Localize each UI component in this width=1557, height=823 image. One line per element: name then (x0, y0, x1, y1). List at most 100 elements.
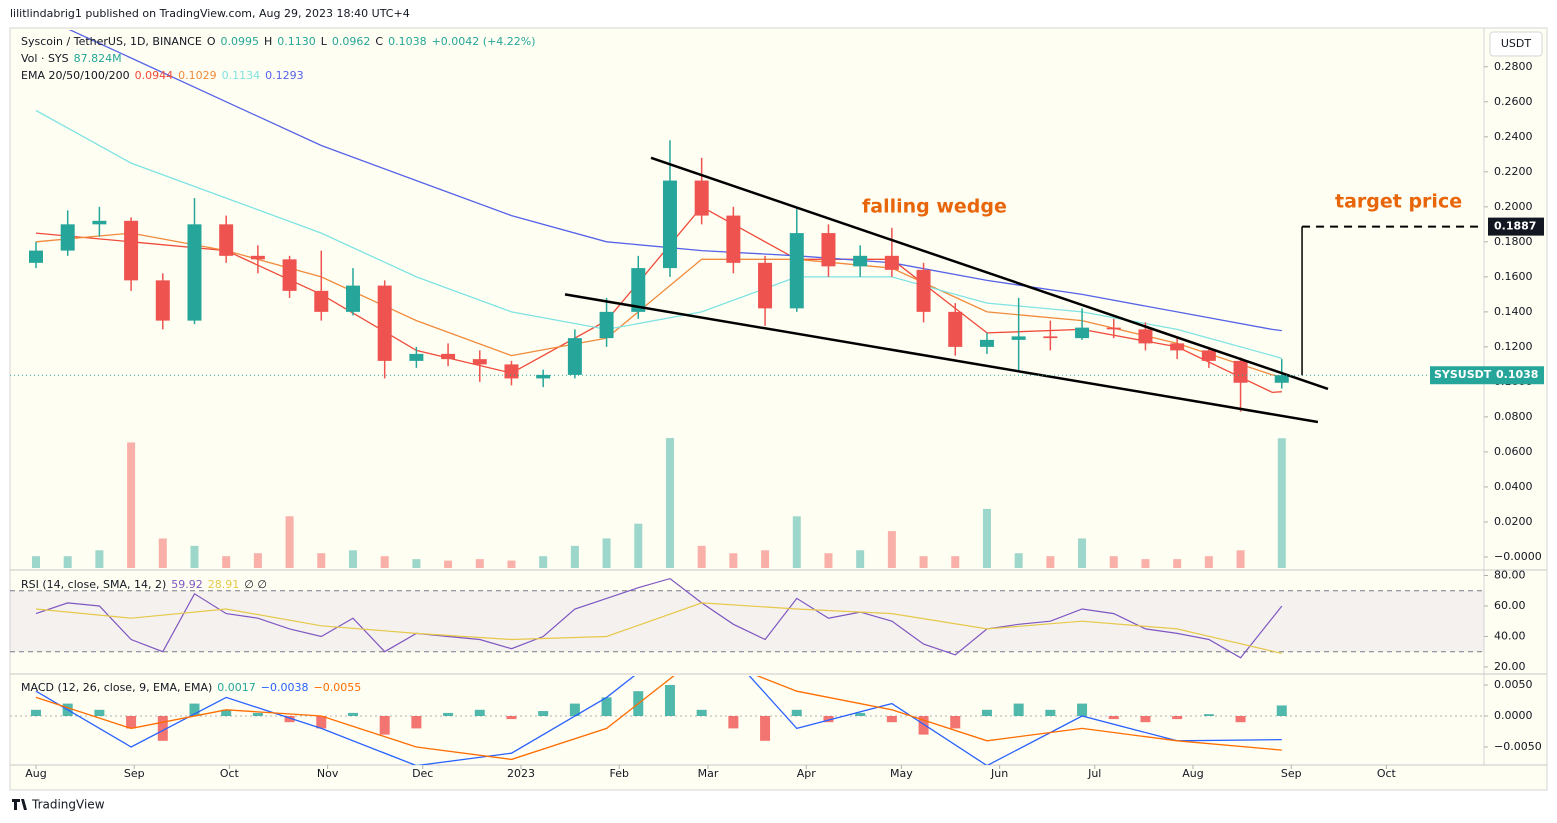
candle-body (853, 255, 868, 267)
candle-body (567, 338, 582, 375)
candle-body (187, 224, 202, 321)
candle-body (377, 285, 392, 361)
macd-histogram-bar (569, 703, 580, 717)
x-tick-label: Aug (1182, 767, 1203, 780)
volume-bar (285, 516, 294, 568)
macd-histogram-bar (601, 697, 612, 717)
macd-histogram-bar (855, 712, 866, 717)
macd-histogram-bar (1077, 703, 1088, 717)
candle-body (1170, 343, 1185, 351)
macd-histogram-bar (284, 716, 295, 723)
volume-bar (63, 556, 72, 568)
candle-body (662, 180, 677, 269)
macd-line (35, 676, 1282, 761)
legend: RSI (14, close, SMA, 14, 2) 59.92 28.91 ∅ ∅ (21, 578, 267, 591)
footer-brand: TradingView (31, 798, 105, 812)
volume-bar (570, 545, 579, 568)
publisher: lilitlindabrig1 published on TradingView… (10, 7, 410, 20)
macd-histogram-bar (981, 709, 992, 717)
y-tick-label: 0.0400 (1494, 480, 1533, 493)
x-tick-label: 2023 (507, 767, 535, 780)
macd-histogram-bar (886, 716, 897, 723)
currency-button[interactable] (1489, 31, 1543, 57)
volume-bar (729, 553, 738, 568)
volume-bar (982, 508, 991, 568)
legend-item: O (207, 35, 216, 48)
legend-item: L (321, 35, 328, 48)
y-tick-label: 0.2000 (1494, 200, 1533, 213)
candle-body (694, 180, 709, 216)
x-tick-label: Jul (1087, 767, 1101, 780)
y-tick-label: 0.2200 (1494, 165, 1533, 178)
candle-body (631, 268, 646, 312)
trendline (650, 156, 1329, 391)
volume-bar (1014, 553, 1023, 568)
volume-bar (856, 550, 865, 568)
macd-line (35, 676, 1282, 765)
volume-bar (761, 550, 770, 568)
x-tick-label: Jun (990, 767, 1008, 780)
macd-histogram-bar (30, 709, 41, 717)
currency[interactable]: USDT (1501, 37, 1532, 50)
volume-bar (824, 553, 833, 568)
candle-body (28, 250, 43, 263)
price-tag-box (1430, 366, 1544, 385)
volume-bar (475, 559, 484, 568)
volume-bar (1173, 559, 1182, 568)
y-tick-label: −0.0050 (1494, 740, 1542, 753)
volume-bar (1141, 559, 1150, 568)
y-tick-label: 0.2400 (1494, 130, 1533, 143)
volume-bar (380, 556, 389, 568)
legend-item: 87.824M (74, 52, 122, 65)
x-tick-label: Apr (797, 767, 817, 780)
legend-item: Syscoin / TetherUS, 1D, BINANCE (21, 35, 202, 48)
legend: MACD (12, 26, close, 9, EMA, EMA) 0.0017−… (21, 681, 361, 694)
y-tick-label: 0.0800 (1494, 410, 1533, 423)
volume-bar (222, 556, 231, 568)
volume-bar (31, 556, 40, 568)
volume-bar (634, 523, 643, 568)
y-tick-label: 60.00 (1494, 599, 1526, 612)
volume-bar (1046, 556, 1055, 568)
x-tick-label: Dec (412, 767, 433, 780)
rsi-line (35, 602, 1282, 654)
legend-item: 0.0944 (135, 69, 174, 82)
candle-body (726, 215, 741, 263)
candle-body (884, 255, 899, 270)
y-tick-label: 0.1600 (1494, 270, 1533, 283)
volume-bar (1277, 438, 1286, 568)
x-tick-label: Sep (1281, 767, 1302, 780)
volume-bar (95, 550, 104, 568)
y-tick-label: 0.0000 (1494, 709, 1533, 722)
macd-histogram-bar (474, 709, 485, 717)
candle-body (1201, 350, 1216, 361)
volume-bar (1078, 538, 1087, 568)
candle-body (599, 311, 614, 339)
overlay: −0.00000.02000.04000.06000.08000.10000.1… (21, 35, 1544, 780)
candle-body (92, 220, 107, 225)
chart-frame (9, 27, 1548, 791)
candle-body (409, 353, 424, 361)
volume-bar (507, 560, 516, 568)
candle-body (1043, 336, 1058, 339)
y-tick-label: 0.0600 (1494, 445, 1533, 458)
candle-body (441, 353, 456, 360)
macd-histogram-bar (1172, 716, 1183, 720)
candle-body (314, 290, 329, 312)
legend: EMA 20/50/100/200 0.0944 0.1029 0.1134 0.129… (21, 69, 304, 82)
macd-histogram-bar (506, 716, 517, 720)
candle-body (1274, 375, 1289, 383)
candle-body (916, 269, 931, 312)
volume-bar (348, 550, 357, 568)
legend-item: C (375, 35, 383, 48)
candle-body (948, 311, 963, 347)
volume-bar (412, 559, 421, 568)
macd-histogram-bar (221, 709, 232, 717)
y-tick-label: 0.2800 (1494, 60, 1533, 73)
macd-histogram-bar (791, 709, 802, 717)
legend-item: ∅ ∅ (244, 578, 267, 591)
volume-bar (190, 545, 199, 568)
volume-bar (1204, 556, 1213, 568)
volume-bar (1236, 550, 1245, 568)
macd-histogram-bar (94, 709, 105, 717)
